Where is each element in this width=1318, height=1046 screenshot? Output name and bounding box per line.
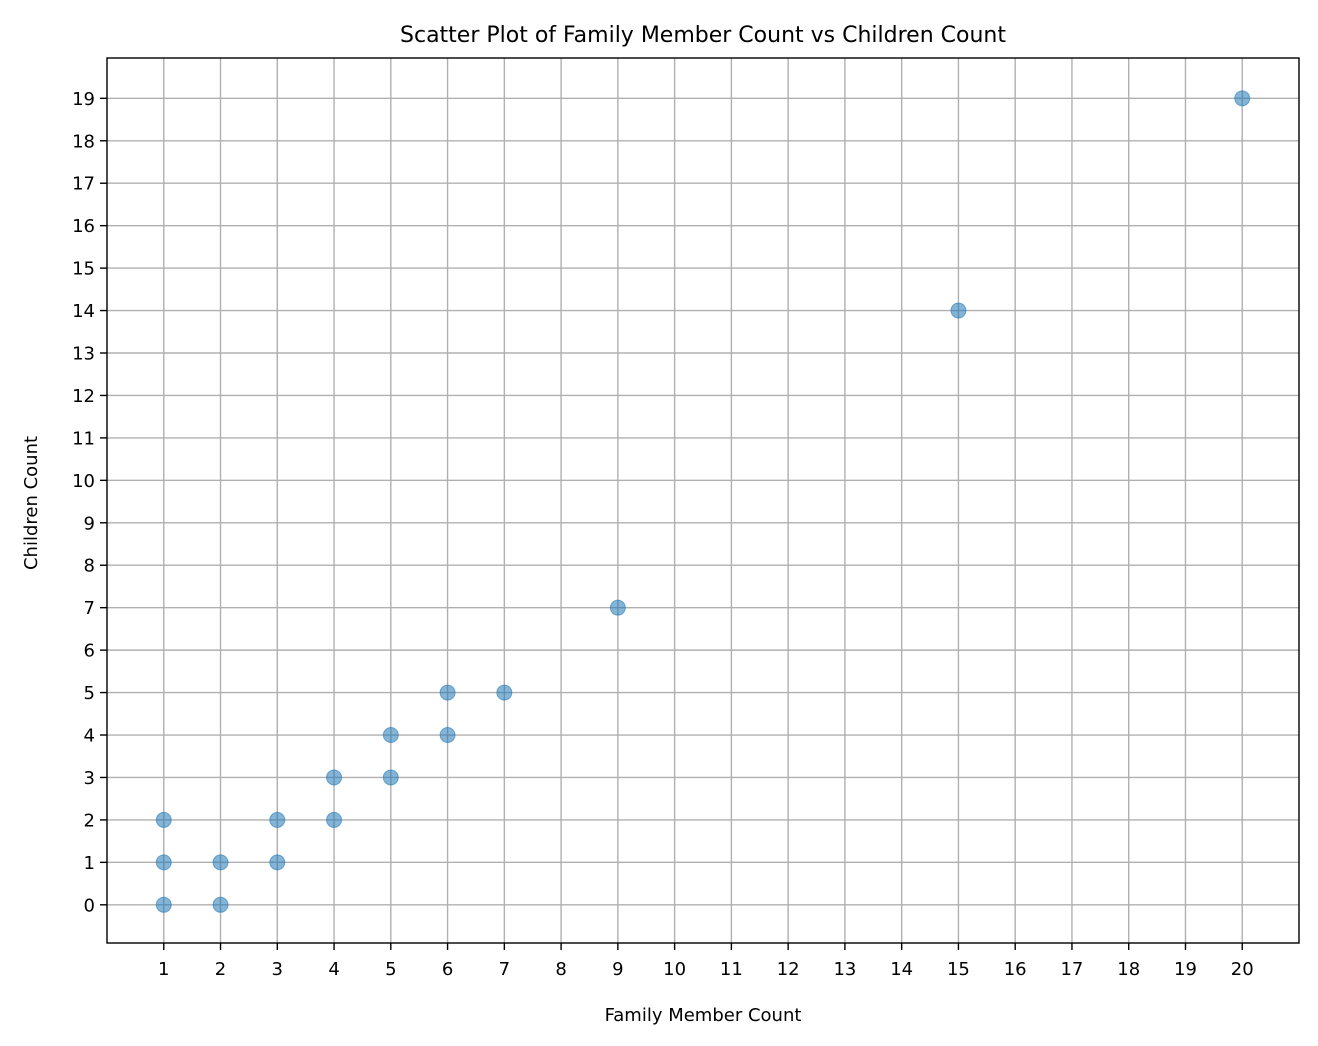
x-tick-label: 4	[328, 959, 339, 980]
scatter-point	[326, 769, 343, 786]
y-tick-label: 1	[84, 853, 95, 874]
y-tick-label: 2	[84, 810, 95, 831]
x-tick-label: 12	[777, 959, 800, 980]
scatter-point	[155, 854, 172, 871]
y-tick-label: 12	[72, 386, 95, 407]
x-tick-label: 8	[555, 959, 566, 980]
x-tick-label: 14	[890, 959, 913, 980]
ticks-layer: 1 2 3 4 5 6 7 8 9 10 11 12 13 14 15 16 17 18 19 20012345678…	[72, 89, 1254, 980]
y-tick-label: 3	[84, 768, 95, 789]
y-tick-label: 11	[72, 428, 95, 449]
y-tick-label: 17	[72, 174, 95, 195]
x-tick-label: 3	[272, 959, 283, 980]
scatter-point	[155, 811, 172, 828]
x-tick-label: 10	[663, 959, 686, 980]
scatter-point	[155, 896, 172, 913]
y-tick-label: 16	[72, 216, 95, 237]
y-tick-label: 0	[84, 895, 95, 916]
scatter-point	[382, 727, 399, 744]
scatter-point	[1234, 90, 1251, 107]
x-tick-label: 13	[833, 959, 856, 980]
y-tick-label: 10	[72, 471, 95, 492]
scatter-point	[326, 811, 343, 828]
x-tick-label: 2	[215, 959, 226, 980]
y-tick-label: 18	[72, 131, 95, 152]
scatter-point	[609, 599, 626, 616]
y-axis-label: Children Count	[21, 436, 42, 570]
scatter-point	[212, 854, 229, 871]
x-tick-label: 5	[385, 959, 396, 980]
x-tick-label: 16	[1004, 959, 1027, 980]
chart-title: Scatter Plot of Family Member Count vs C…	[400, 23, 1006, 48]
x-tick-label: 11	[720, 959, 743, 980]
y-tick-label: 8	[84, 556, 95, 577]
y-tick-label: 14	[72, 301, 95, 322]
grid-layer	[107, 58, 1299, 943]
points-layer	[155, 90, 1251, 913]
y-tick-label: 19	[72, 89, 95, 110]
x-tick-label: 18	[1117, 959, 1140, 980]
y-tick-label: 4	[84, 726, 95, 747]
scatter-point	[950, 302, 967, 319]
x-tick-label: 7	[499, 959, 510, 980]
x-tick-label: 9	[612, 959, 623, 980]
x-axis-label: Family Member Count	[605, 1005, 802, 1026]
plot-frame	[106, 57, 1300, 944]
x-tick-label: 15	[947, 959, 970, 980]
x-tick-label: 1	[158, 959, 169, 980]
scatter-point	[496, 684, 513, 701]
y-tick-label: 5	[84, 683, 95, 704]
y-tick-label: 15	[72, 259, 95, 280]
x-tick-label: 19	[1174, 959, 1197, 980]
scatter-point	[212, 896, 229, 913]
y-tick-label: 6	[84, 641, 95, 662]
scatter-point	[382, 769, 399, 786]
y-tick-label: 7	[84, 598, 95, 619]
scatter-point	[439, 727, 456, 744]
scatter-point	[269, 854, 286, 871]
x-tick-label: 6	[442, 959, 453, 980]
scatter-point	[439, 684, 456, 701]
scatter-point	[269, 811, 286, 828]
y-tick-label: 9	[84, 513, 95, 534]
x-tick-label: 17	[1060, 959, 1083, 980]
y-tick-label: 13	[72, 344, 95, 365]
x-tick-label: 20	[1231, 959, 1254, 980]
